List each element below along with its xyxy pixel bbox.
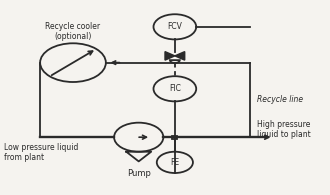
Text: High pressure
liquid to plant: High pressure liquid to plant — [257, 120, 311, 139]
Text: Recycle line: Recycle line — [257, 95, 303, 104]
Text: Pump: Pump — [127, 169, 151, 178]
Text: FCV: FCV — [167, 22, 182, 31]
Polygon shape — [175, 52, 185, 60]
Text: FE: FE — [170, 158, 180, 167]
Polygon shape — [165, 52, 175, 60]
Text: Low pressure liquid
from plant: Low pressure liquid from plant — [4, 143, 78, 162]
Text: Recycle cooler
(optional): Recycle cooler (optional) — [46, 22, 101, 41]
Text: FIC: FIC — [169, 84, 181, 93]
Bar — [172, 136, 178, 139]
